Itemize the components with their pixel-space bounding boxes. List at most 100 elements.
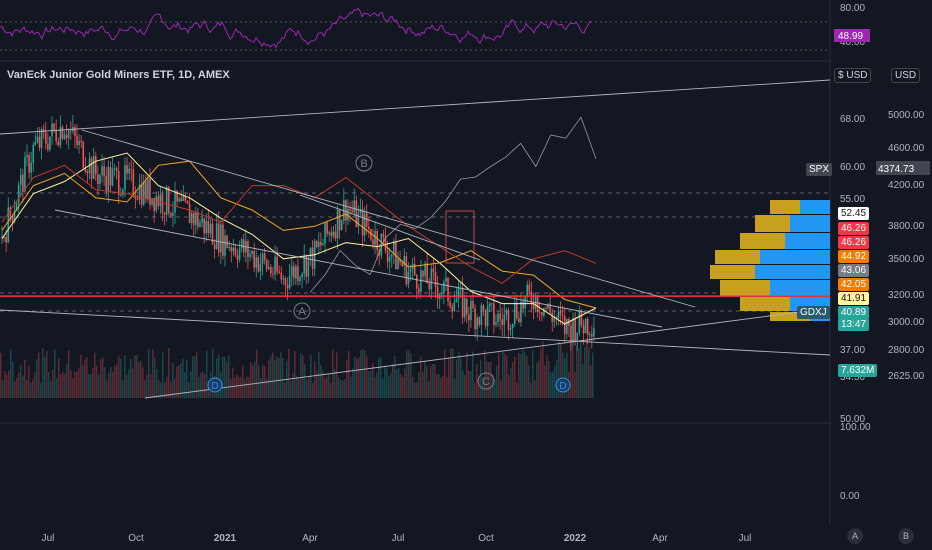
volume-bar bbox=[30, 382, 32, 398]
volume-bar bbox=[2, 379, 4, 398]
trend-line bbox=[81, 129, 696, 308]
candle-body bbox=[238, 248, 241, 260]
candle-body bbox=[190, 213, 193, 224]
volume-bar bbox=[458, 352, 460, 398]
candle-body bbox=[330, 232, 333, 237]
volume-bar bbox=[140, 360, 142, 398]
profile-bar-gold bbox=[740, 297, 790, 311]
volume-bar bbox=[146, 374, 148, 398]
volume-bar bbox=[484, 350, 486, 398]
candle-body bbox=[361, 209, 364, 236]
candle-body bbox=[476, 317, 478, 330]
volume-bar bbox=[444, 349, 446, 398]
wave-marker bbox=[293, 302, 311, 320]
candle-body bbox=[586, 318, 589, 335]
volume-bar bbox=[514, 356, 516, 398]
volume-bar bbox=[570, 340, 572, 398]
volume-bar bbox=[4, 370, 6, 398]
candle-body bbox=[184, 195, 187, 202]
candle-body bbox=[478, 317, 481, 325]
volume-bar bbox=[544, 365, 546, 398]
volume-bar bbox=[496, 365, 498, 398]
volume-bar bbox=[344, 378, 346, 398]
right-axis-tick: 3800.00 bbox=[888, 221, 925, 232]
candle-body bbox=[236, 255, 239, 260]
profile-bar-blue bbox=[785, 233, 830, 249]
candle-body bbox=[349, 208, 351, 211]
volume-bar bbox=[22, 375, 24, 398]
volume-bar bbox=[56, 377, 58, 398]
candle-body bbox=[224, 235, 226, 256]
lower-axis-tick: 50.00 bbox=[840, 414, 865, 425]
volume-bar bbox=[106, 380, 108, 398]
volume-bar bbox=[506, 355, 508, 398]
candle-body bbox=[124, 165, 126, 190]
volume-bar bbox=[322, 370, 324, 398]
candle-body bbox=[69, 130, 72, 132]
volume-bar bbox=[300, 353, 302, 398]
volume-bar bbox=[378, 358, 380, 398]
volume-bar bbox=[158, 379, 160, 398]
candle-body bbox=[7, 207, 10, 243]
candle-body bbox=[486, 306, 489, 326]
trend-line bbox=[0, 79, 831, 135]
candle-body bbox=[457, 288, 460, 300]
candle-body bbox=[390, 254, 393, 257]
candle-body bbox=[503, 314, 506, 325]
volume-bar bbox=[466, 352, 468, 398]
candle-body bbox=[26, 155, 28, 158]
candle-body bbox=[15, 203, 18, 212]
volume-bar bbox=[306, 379, 308, 398]
volume-bar bbox=[84, 359, 86, 398]
volume-bar bbox=[116, 363, 118, 398]
currency-button-right[interactable]: USD bbox=[891, 68, 921, 83]
candle-body bbox=[130, 168, 133, 170]
volume-bar bbox=[370, 371, 372, 398]
candle-body bbox=[38, 136, 41, 148]
candle-body bbox=[434, 272, 437, 287]
candle-body bbox=[393, 241, 395, 255]
volume-bar bbox=[136, 355, 138, 398]
candle-body bbox=[207, 221, 210, 234]
candle-body bbox=[74, 126, 76, 136]
candle-body bbox=[303, 256, 306, 274]
candle-body bbox=[76, 135, 78, 146]
candle-body bbox=[13, 211, 16, 222]
candle-body bbox=[67, 130, 70, 139]
candle-body bbox=[215, 223, 218, 249]
candle-body bbox=[511, 323, 514, 329]
scale-log-button[interactable]: B bbox=[898, 528, 914, 544]
candle-body bbox=[188, 203, 191, 224]
candle-body bbox=[217, 223, 220, 253]
scale-auto-button[interactable]: A bbox=[847, 528, 863, 544]
volume-bar bbox=[92, 367, 94, 398]
candle-body bbox=[284, 278, 287, 285]
candle-body bbox=[422, 270, 424, 277]
candle-body bbox=[253, 251, 255, 268]
volume-bar bbox=[50, 380, 52, 398]
volume-bar bbox=[234, 377, 236, 398]
candle-body bbox=[257, 257, 260, 272]
trend-line bbox=[0, 309, 831, 356]
volume-bar bbox=[46, 351, 48, 398]
highlight-box bbox=[445, 210, 475, 264]
volume-bar bbox=[304, 364, 306, 398]
right-axis-tick: 5000.00 bbox=[888, 110, 925, 121]
volume-bar bbox=[530, 382, 532, 398]
profile-bar-gold bbox=[770, 312, 810, 321]
volume-bar bbox=[352, 368, 354, 398]
candle-body bbox=[334, 231, 337, 239]
candle-body bbox=[90, 158, 93, 179]
volume-bar bbox=[390, 372, 392, 398]
volume-bar bbox=[414, 382, 416, 398]
currency-button[interactable]: $ USD bbox=[834, 68, 872, 83]
candle-body bbox=[151, 198, 153, 205]
candle-body bbox=[353, 200, 356, 213]
candle-body bbox=[324, 222, 326, 244]
candle-body bbox=[401, 262, 403, 267]
candle-body bbox=[247, 241, 249, 258]
volume-bar bbox=[142, 367, 144, 398]
candle-body bbox=[553, 317, 556, 322]
volume-bar bbox=[456, 359, 458, 398]
